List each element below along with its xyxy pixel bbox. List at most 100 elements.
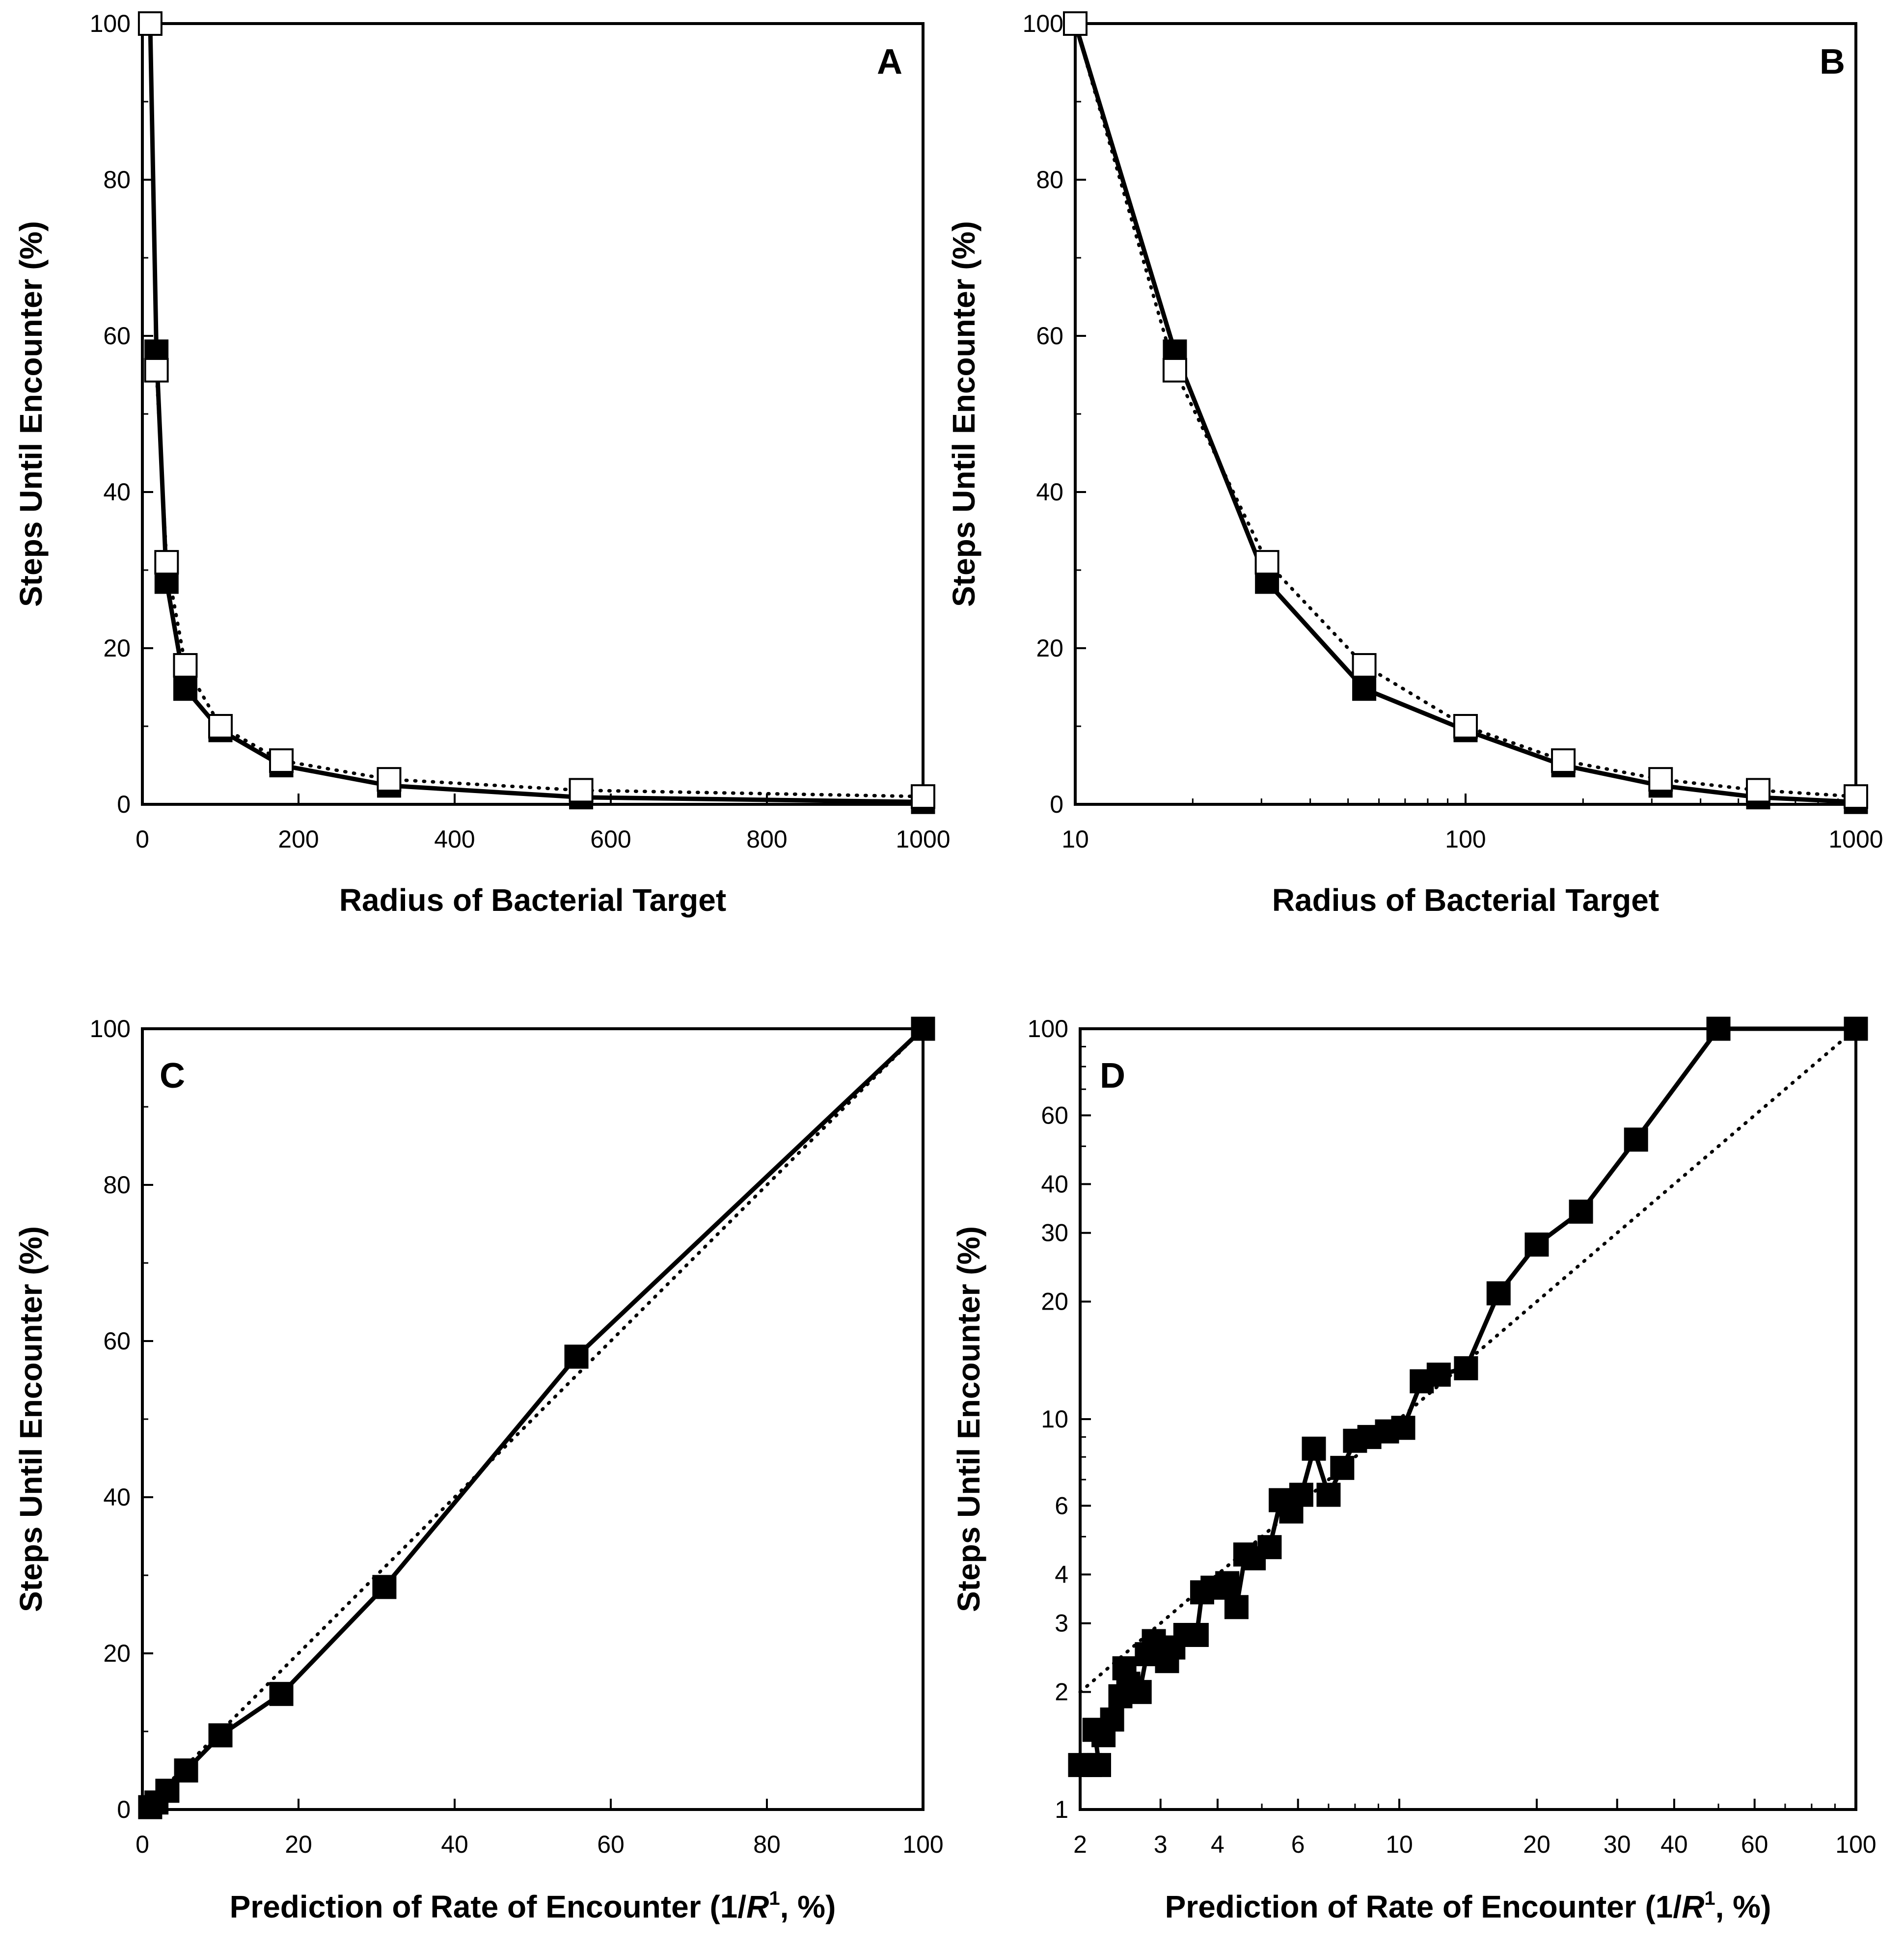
y-tick-label: 40 [1041, 1170, 1068, 1198]
x-tick-label: 20 [285, 1831, 312, 1858]
y-tick-label: 1 [1055, 1796, 1068, 1823]
plot-frame-d [1079, 1027, 1857, 1811]
data-point-filled [269, 1682, 294, 1706]
x-tick-label: 10 [1386, 1831, 1413, 1858]
x-tick-label: 100 [902, 1831, 943, 1858]
y-tick-label: 3 [1055, 1610, 1068, 1637]
data-point-open [137, 11, 163, 36]
data-point-filled [1224, 1595, 1249, 1619]
data-point-open [1648, 767, 1673, 792]
data-point-filled [1391, 1416, 1415, 1440]
data-point-open [1063, 11, 1088, 36]
x-tick-label: 6 [1291, 1831, 1305, 1858]
data-point-filled [1100, 1707, 1124, 1732]
series-group-d [1068, 1016, 1868, 1777]
data-point-open [1551, 748, 1576, 773]
y-tick-label: 4 [1055, 1561, 1068, 1588]
x-tick-label: 60 [597, 1831, 625, 1858]
x-tick-label: 100 [1445, 825, 1486, 853]
data-point-filled [1302, 1436, 1326, 1461]
x-tick-label: 1000 [1828, 825, 1883, 853]
plot-frame-a [141, 22, 925, 806]
data-point-filled [372, 1575, 397, 1599]
data-point-filled [1352, 677, 1377, 701]
x-axis-title-d-part2: , %) [1715, 1889, 1771, 1924]
data-point-filled [1127, 1680, 1152, 1704]
y-tick-label: 40 [103, 478, 131, 506]
x-axis-title-d-sup: 1 [1704, 1888, 1715, 1909]
series-line-simulated-steps [1078, 1026, 1858, 1767]
data-point-open [1162, 357, 1187, 383]
data-point-open [208, 714, 233, 739]
y-tick-label: 60 [1041, 1101, 1068, 1129]
data-point-filled [1569, 1199, 1593, 1224]
x-axis-title-d-var: R [1682, 1889, 1704, 1924]
panel-b: B 10 100 1000 0 20 40 60 80 100 Radius of Bacter… [946, 10, 1883, 918]
y-tick-label: 100 [1023, 10, 1063, 37]
plot-frame-b [1074, 22, 1857, 806]
series-group-a [137, 11, 935, 814]
y-axis-title-d: Steps Until Encounter (%) [951, 1226, 986, 1612]
x-tick-label: 10 [1061, 825, 1089, 853]
axis-ticks-a: 0 200 400 600 800 1000 0 20 40 60 80 100 [90, 10, 951, 853]
data-point-filled [1426, 1362, 1451, 1387]
panel-letter-c: C [160, 1056, 185, 1096]
panel-c: C 0 20 40 60 80 100 0 20 40 60 80 100 Prediction of… [13, 1015, 944, 1924]
axis-ticks-c: 0 20 40 60 80 100 0 20 40 60 80 100 [90, 1015, 944, 1858]
y-axis-title-b: Steps Until Encounter (%) [946, 221, 981, 607]
data-point-open [173, 653, 198, 678]
series-line-simulated-steps [1073, 21, 1858, 804]
x-tick-label: 40 [441, 1831, 468, 1858]
data-point-filled [1184, 1623, 1209, 1647]
x-tick-label: 3 [1154, 1831, 1168, 1858]
x-axis-title-a: Radius of Bacterial Target [339, 882, 726, 918]
series-line-simulated-steps [148, 1026, 925, 1810]
y-tick-label: 80 [103, 166, 131, 193]
data-point-filled [1706, 1016, 1731, 1041]
x-axis-title-c-part1: Prediction of Rate of Encounter (1/ [230, 1889, 747, 1924]
data-point-filled [1257, 1535, 1282, 1560]
y-tick-label: 20 [103, 1640, 131, 1667]
x-tick-label: 40 [1660, 1831, 1688, 1858]
y-tick-label: 100 [1028, 1015, 1068, 1042]
y-tick-label: 0 [117, 791, 131, 818]
series-line-1-r-prediction [148, 22, 925, 798]
data-point-filled [1624, 1127, 1648, 1152]
panel-a: A 0 200 400 600 800 1000 0 20 40 60 80 100 Radius o… [13, 10, 951, 918]
y-tick-label: 60 [103, 322, 131, 350]
y-axis-title-c: Steps Until Encounter (%) [13, 1226, 49, 1612]
series-line-1-1-line [140, 1027, 925, 1811]
data-point-filled [1330, 1455, 1355, 1480]
x-axis-title-d: Prediction of Rate of Encounter (1/R1, %… [1165, 1888, 1771, 1924]
y-tick-label: 100 [90, 10, 131, 37]
y-axis-title-a: Steps Until Encounter (%) [13, 221, 49, 607]
panel-letter-a: A [877, 42, 902, 82]
series-group-b [1063, 11, 1868, 814]
y-tick-label: 20 [1041, 1288, 1068, 1316]
y-tick-label: 60 [1036, 322, 1063, 350]
data-point-filled [1316, 1482, 1341, 1507]
x-axis-title-c-sup: 1 [769, 1888, 780, 1909]
x-axis-title-b: Radius of Bacterial Target [1272, 882, 1659, 918]
data-point-filled [1454, 1356, 1478, 1380]
data-point-open [154, 550, 179, 575]
x-tick-label: 1000 [896, 825, 950, 853]
y-tick-label: 20 [1036, 634, 1063, 662]
data-point-filled [1289, 1482, 1313, 1507]
y-tick-label: 20 [103, 634, 131, 662]
y-tick-label: 80 [1036, 166, 1063, 193]
x-tick-label: 600 [590, 825, 631, 853]
x-tick-label: 800 [746, 825, 787, 853]
data-point-filled [1087, 1753, 1111, 1777]
y-tick-label: 2 [1055, 1678, 1068, 1706]
x-tick-label: 4 [1211, 1831, 1224, 1858]
series-group-c [138, 1016, 935, 1819]
data-point-open [144, 357, 169, 383]
data-point-filled [1215, 1571, 1240, 1595]
y-tick-label: 40 [103, 1483, 131, 1511]
data-point-open [1352, 653, 1377, 678]
data-point-filled [1844, 1016, 1868, 1041]
